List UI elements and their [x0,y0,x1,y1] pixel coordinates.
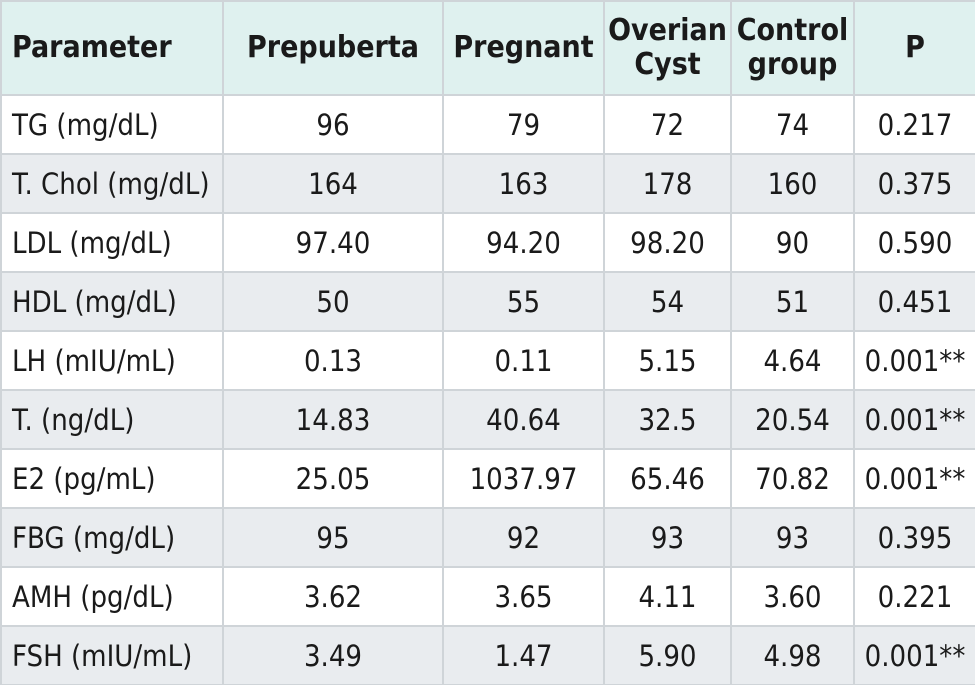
header-text: Parameter [12,29,172,65]
cell-prepuberta: 97.40 [222,212,444,273]
cell-overian-cyst: 5.15 [603,330,732,391]
cell-p-value: 0.395 [853,507,975,568]
cell-control-group: 93 [730,507,855,568]
cell-overian-cyst: 98.20 [603,212,732,273]
cell-p-value: 0.001** [853,389,975,450]
cell-parameter: E2 (pg/mL) [0,448,224,509]
header-cell-overian-cyst: Overian Cyst [603,0,732,96]
header-cell-control-group: Control group [730,0,855,96]
header-text: P [905,29,925,65]
cell-pregnant: 92 [442,507,605,568]
cell-prepuberta: 0.13 [222,330,444,391]
cell-prepuberta: 96 [222,94,444,155]
table-row: FBG (mg/dL) 95 92 93 93 0.395 [0,507,975,568]
header-cell-prepuberta: Prepuberta [222,0,444,96]
cell-prepuberta: 3.49 [222,625,444,685]
cell-overian-cyst: 93 [603,507,732,568]
cell-pregnant: 1.47 [442,625,605,685]
cell-p-value: 0.590 [853,212,975,273]
table-row: FSH (mIU/mL) 3.49 1.47 5.90 4.98 0.001** [0,625,975,685]
cell-parameter: T. (ng/dL) [0,389,224,450]
cell-overian-cyst: 32.5 [603,389,732,450]
table-row: TG (mg/dL) 96 79 72 74 0.217 [0,94,975,155]
cell-prepuberta: 3.62 [222,566,444,627]
table-row: AMH (pg/dL) 3.62 3.65 4.11 3.60 0.221 [0,566,975,627]
cell-p-value: 0.217 [853,94,975,155]
table-row: HDL (mg/dL) 50 55 54 51 0.451 [0,271,975,332]
cell-pregnant: 55 [442,271,605,332]
cell-pregnant: 79 [442,94,605,155]
cell-overian-cyst: 178 [603,153,732,214]
cell-p-value: 0.375 [853,153,975,214]
cell-pregnant: 3.65 [442,566,605,627]
cell-overian-cyst: 72 [603,94,732,155]
cell-prepuberta: 14.83 [222,389,444,450]
header-text-line-1: Control [736,12,849,48]
cell-control-group: 3.60 [730,566,855,627]
cell-p-value: 0.001** [853,448,975,509]
cell-control-group: 20.54 [730,389,855,450]
cell-pregnant: 163 [442,153,605,214]
table-row: LDL (mg/dL) 97.40 94.20 98.20 90 0.590 [0,212,975,273]
header-cell-parameter: Parameter [0,0,224,96]
cell-pregnant: 94.20 [442,212,605,273]
header-cell-pregnant: Pregnant [442,0,605,96]
cell-parameter: FSH (mIU/mL) [0,625,224,685]
cell-parameter: TG (mg/dL) [0,94,224,155]
table-row: E2 (pg/mL) 25.05 1037.97 65.46 70.82 0.001** [0,448,975,509]
cell-parameter: AMH (pg/dL) [0,566,224,627]
cell-prepuberta: 164 [222,153,444,214]
table-body: TG (mg/dL) 96 79 72 74 0.217 T. Chol (mg/dL) 16… [0,94,975,685]
cell-control-group: 74 [730,94,855,155]
cell-p-value: 0.001** [853,330,975,391]
header-text: Prepuberta [246,29,419,65]
header-text: Pregnant [453,29,594,65]
cell-control-group: 70.82 [730,448,855,509]
cell-p-value: 0.451 [853,271,975,332]
table-row: T. Chol (mg/dL) 164 163 178 160 0.375 [0,153,975,214]
cell-overian-cyst: 65.46 [603,448,732,509]
cell-overian-cyst: 54 [603,271,732,332]
cell-pregnant: 1037.97 [442,448,605,509]
cell-parameter: LH (mIU/mL) [0,330,224,391]
cell-pregnant: 0.11 [442,330,605,391]
cell-parameter: LDL (mg/dL) [0,212,224,273]
cell-prepuberta: 50 [222,271,444,332]
cell-control-group: 4.64 [730,330,855,391]
header-cell-p: P [853,0,975,96]
cell-parameter: FBG (mg/dL) [0,507,224,568]
table-row: T. (ng/dL) 14.83 40.64 32.5 20.54 0.001** [0,389,975,450]
cell-p-value: 0.001** [853,625,975,685]
header-text-line-1: Overian [608,12,727,48]
header-text-line-2: Cyst [634,47,701,82]
header-row: Parameter Prepuberta Pregnant Overian Cy… [0,0,975,96]
cell-parameter: HDL (mg/dL) [0,271,224,332]
cell-prepuberta: 25.05 [222,448,444,509]
header-text-line-2: group [747,47,838,82]
cell-control-group: 90 [730,212,855,273]
cell-control-group: 160 [730,153,855,214]
cell-overian-cyst: 4.11 [603,566,732,627]
cell-overian-cyst: 5.90 [603,625,732,685]
cell-prepuberta: 95 [222,507,444,568]
table-row: LH (mIU/mL) 0.13 0.11 5.15 4.64 0.001** [0,330,975,391]
cell-pregnant: 40.64 [442,389,605,450]
cell-control-group: 4.98 [730,625,855,685]
cell-p-value: 0.221 [853,566,975,627]
cell-parameter: T. Chol (mg/dL) [0,153,224,214]
cell-control-group: 51 [730,271,855,332]
